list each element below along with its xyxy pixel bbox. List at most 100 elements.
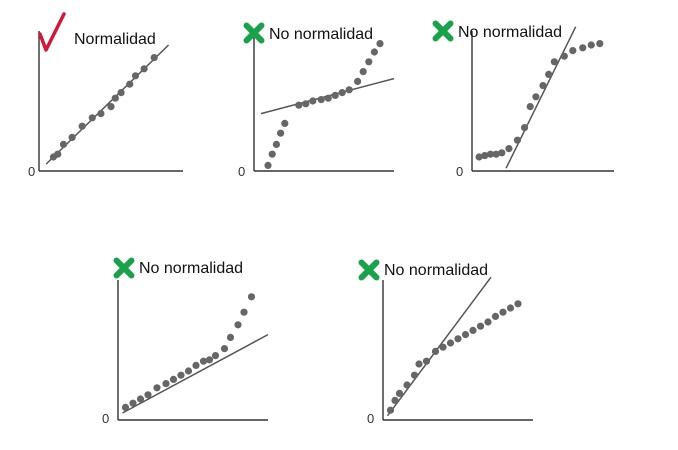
data-point <box>365 58 373 66</box>
data-point <box>370 48 378 56</box>
origin-zero-label: 0 <box>238 164 245 179</box>
data-point <box>272 140 280 148</box>
panel-label: Normalidad <box>74 31 156 48</box>
data-point <box>324 94 332 102</box>
data-point <box>78 122 86 130</box>
data-point <box>560 52 568 60</box>
data-point <box>395 389 404 397</box>
data-point <box>499 308 507 316</box>
data-point <box>454 335 462 343</box>
data-point <box>220 345 229 353</box>
data-point <box>354 77 362 85</box>
cross-icon <box>243 22 265 44</box>
data-point <box>144 391 152 399</box>
reference-line <box>505 26 577 169</box>
data-point <box>431 347 440 355</box>
origin-zero-label: 0 <box>367 411 374 426</box>
data-point <box>309 97 317 105</box>
panel-label: No normalidad <box>139 260 243 277</box>
data-point <box>107 103 115 111</box>
data-point <box>162 380 170 388</box>
data-point <box>247 293 256 301</box>
cross-icon <box>432 20 454 42</box>
data-point <box>192 361 200 369</box>
data-point <box>469 326 477 334</box>
data-point <box>550 58 558 66</box>
data-point <box>505 145 513 153</box>
data-point <box>359 68 367 76</box>
data-point <box>486 150 495 158</box>
reference-line <box>386 276 492 417</box>
data-point <box>199 357 208 365</box>
data-point <box>415 360 423 368</box>
data-point <box>579 44 587 52</box>
data-point <box>439 343 447 351</box>
reference-line <box>122 333 269 414</box>
data-point <box>121 403 130 411</box>
data-point <box>264 161 272 169</box>
data-point <box>386 406 395 414</box>
qq-panel-3: 0 No normalidad <box>432 20 614 179</box>
data-point <box>506 304 515 312</box>
origin-zero-label: 0 <box>456 164 463 179</box>
check-icon <box>38 12 66 52</box>
data-point <box>153 384 161 392</box>
data-point <box>88 114 96 122</box>
data-point <box>410 371 419 379</box>
panel-label: No normalidad <box>458 24 562 41</box>
data-point <box>111 94 119 102</box>
panel-label: No normalidad <box>384 262 488 279</box>
data-point <box>240 308 248 316</box>
data-point <box>331 91 339 99</box>
qq-panel-1: 0 Normalidad <box>28 12 183 179</box>
data-point <box>492 150 500 158</box>
data-point <box>403 381 411 389</box>
data-point <box>281 119 289 127</box>
data-point <box>129 399 137 407</box>
data-point <box>295 101 303 109</box>
data-point <box>136 395 145 403</box>
data-point <box>513 136 522 144</box>
data-point <box>569 47 577 55</box>
qq-panel-2: 0 No normalidad <box>238 22 395 179</box>
data-point <box>422 357 431 365</box>
cross-icon <box>113 257 135 279</box>
data-point <box>475 153 483 161</box>
data-point <box>97 110 105 118</box>
data-point <box>54 150 62 158</box>
data-point <box>596 40 604 48</box>
data-point <box>476 322 485 330</box>
data-point <box>211 352 220 360</box>
data-point <box>131 72 140 80</box>
data-point <box>526 103 534 111</box>
data-point <box>234 321 242 329</box>
data-point <box>302 100 310 108</box>
data-point <box>68 133 76 141</box>
qq-panel-5: 0 No normalidad <box>358 259 533 426</box>
data-point <box>184 367 193 375</box>
data-point <box>376 40 384 48</box>
data-point <box>587 41 595 49</box>
panel-label: No normalidad <box>269 26 373 43</box>
data-point <box>126 80 134 88</box>
data-point <box>59 140 68 148</box>
data-point <box>338 89 346 97</box>
data-point <box>317 96 325 104</box>
data-point <box>277 129 285 137</box>
data-point <box>345 86 353 94</box>
data-point <box>177 371 185 379</box>
data-point <box>491 312 500 320</box>
data-point <box>520 124 529 132</box>
data-point <box>461 331 470 339</box>
data-point <box>391 396 399 404</box>
data-point <box>481 152 489 160</box>
data-point <box>169 375 178 383</box>
data-point <box>268 150 276 158</box>
data-point <box>514 300 522 308</box>
origin-zero-label: 0 <box>102 411 109 426</box>
qq-panel-4: 0 No normalidad <box>102 257 269 426</box>
data-point <box>150 54 158 62</box>
data-point <box>545 70 553 78</box>
data-point <box>532 93 540 101</box>
